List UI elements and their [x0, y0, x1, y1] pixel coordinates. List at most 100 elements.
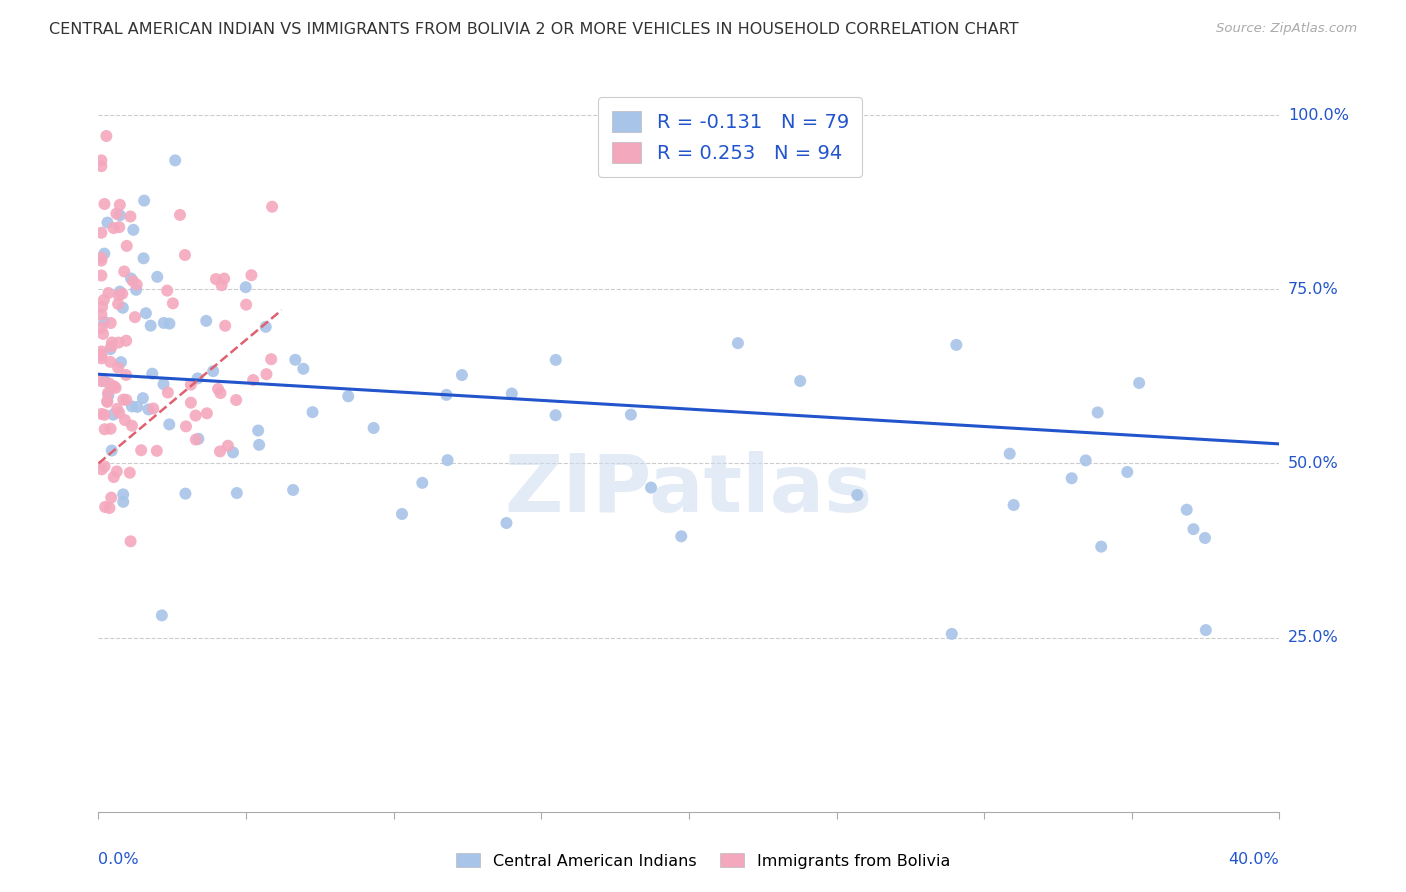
Point: [93, 197, 115, 211]
Point: [337, 389, 360, 403]
Point: [391, 507, 413, 521]
Text: 40.0%: 40.0%: [1229, 852, 1279, 867]
Point: [93, 422, 115, 436]
Point: [115, 239, 138, 253]
Point: [187, 371, 209, 385]
Point: [1175, 502, 1198, 516]
Point: [146, 443, 169, 458]
Point: [235, 298, 257, 312]
Point: [120, 210, 142, 224]
Point: [103, 221, 125, 235]
Point: [184, 433, 207, 447]
Point: [247, 438, 270, 452]
Point: [846, 488, 869, 502]
Point: [112, 392, 135, 407]
Point: [103, 408, 125, 422]
Point: [156, 284, 179, 298]
Text: 100.0%: 100.0%: [1288, 108, 1348, 122]
Point: [90, 308, 112, 322]
Point: [727, 336, 749, 351]
Point: [120, 534, 142, 549]
Point: [108, 198, 131, 212]
Point: [1194, 531, 1216, 545]
Point: [225, 486, 247, 500]
Point: [292, 361, 315, 376]
Point: [121, 400, 143, 414]
Point: [205, 272, 228, 286]
Point: [195, 406, 218, 420]
Point: [187, 432, 209, 446]
Legend: Central American Indians, Immigrants from Bolivia: Central American Indians, Immigrants fro…: [450, 847, 956, 875]
Point: [90, 344, 112, 359]
Point: [98, 500, 121, 515]
Point: [436, 388, 458, 402]
Point: [114, 413, 136, 427]
Point: [98, 355, 121, 369]
Point: [640, 481, 662, 495]
Text: 25.0%: 25.0%: [1288, 630, 1339, 645]
Point: [100, 342, 122, 356]
Point: [112, 495, 135, 509]
Point: [103, 379, 125, 393]
Point: [1060, 471, 1083, 485]
Point: [90, 159, 112, 173]
Point: [107, 288, 129, 302]
Point: [96, 395, 118, 409]
Point: [150, 608, 173, 623]
Point: [93, 293, 115, 307]
Point: [90, 407, 112, 421]
Point: [91, 326, 114, 341]
Point: [146, 269, 169, 284]
Text: Source: ZipAtlas.com: Source: ZipAtlas.com: [1216, 22, 1357, 36]
Point: [93, 459, 115, 474]
Point: [174, 248, 197, 262]
Point: [105, 207, 128, 221]
Point: [90, 320, 112, 334]
Point: [620, 408, 643, 422]
Point: [195, 314, 218, 328]
Point: [122, 274, 145, 288]
Point: [184, 409, 207, 423]
Point: [108, 406, 131, 420]
Point: [115, 334, 138, 348]
Point: [235, 280, 257, 294]
Point: [174, 486, 197, 500]
Point: [544, 352, 567, 367]
Text: 0.0%: 0.0%: [98, 852, 139, 867]
Point: [90, 348, 112, 362]
Point: [124, 310, 146, 325]
Point: [90, 462, 112, 476]
Point: [254, 367, 277, 381]
Point: [207, 382, 229, 396]
Point: [129, 443, 152, 458]
Point: [90, 268, 112, 283]
Point: [240, 268, 263, 283]
Point: [97, 388, 120, 402]
Point: [115, 368, 138, 382]
Point: [789, 374, 811, 388]
Point: [134, 194, 156, 208]
Point: [104, 381, 127, 395]
Point: [91, 300, 114, 314]
Point: [90, 253, 112, 268]
Point: [180, 377, 202, 392]
Point: [139, 318, 162, 333]
Point: [411, 475, 433, 490]
Point: [93, 315, 115, 329]
Point: [141, 367, 163, 381]
Point: [165, 153, 187, 168]
Point: [115, 392, 138, 407]
Text: 75.0%: 75.0%: [1288, 282, 1339, 297]
Point: [217, 439, 239, 453]
Point: [211, 278, 233, 293]
Point: [111, 286, 134, 301]
Point: [262, 200, 284, 214]
Point: [212, 271, 235, 285]
Point: [121, 418, 143, 433]
Legend: R = -0.131   N = 79, R = 0.253   N = 94: R = -0.131 N = 79, R = 0.253 N = 94: [598, 97, 862, 177]
Point: [1128, 376, 1150, 390]
Point: [1182, 522, 1205, 536]
Point: [127, 400, 149, 414]
Point: [105, 401, 128, 416]
Point: [90, 351, 112, 366]
